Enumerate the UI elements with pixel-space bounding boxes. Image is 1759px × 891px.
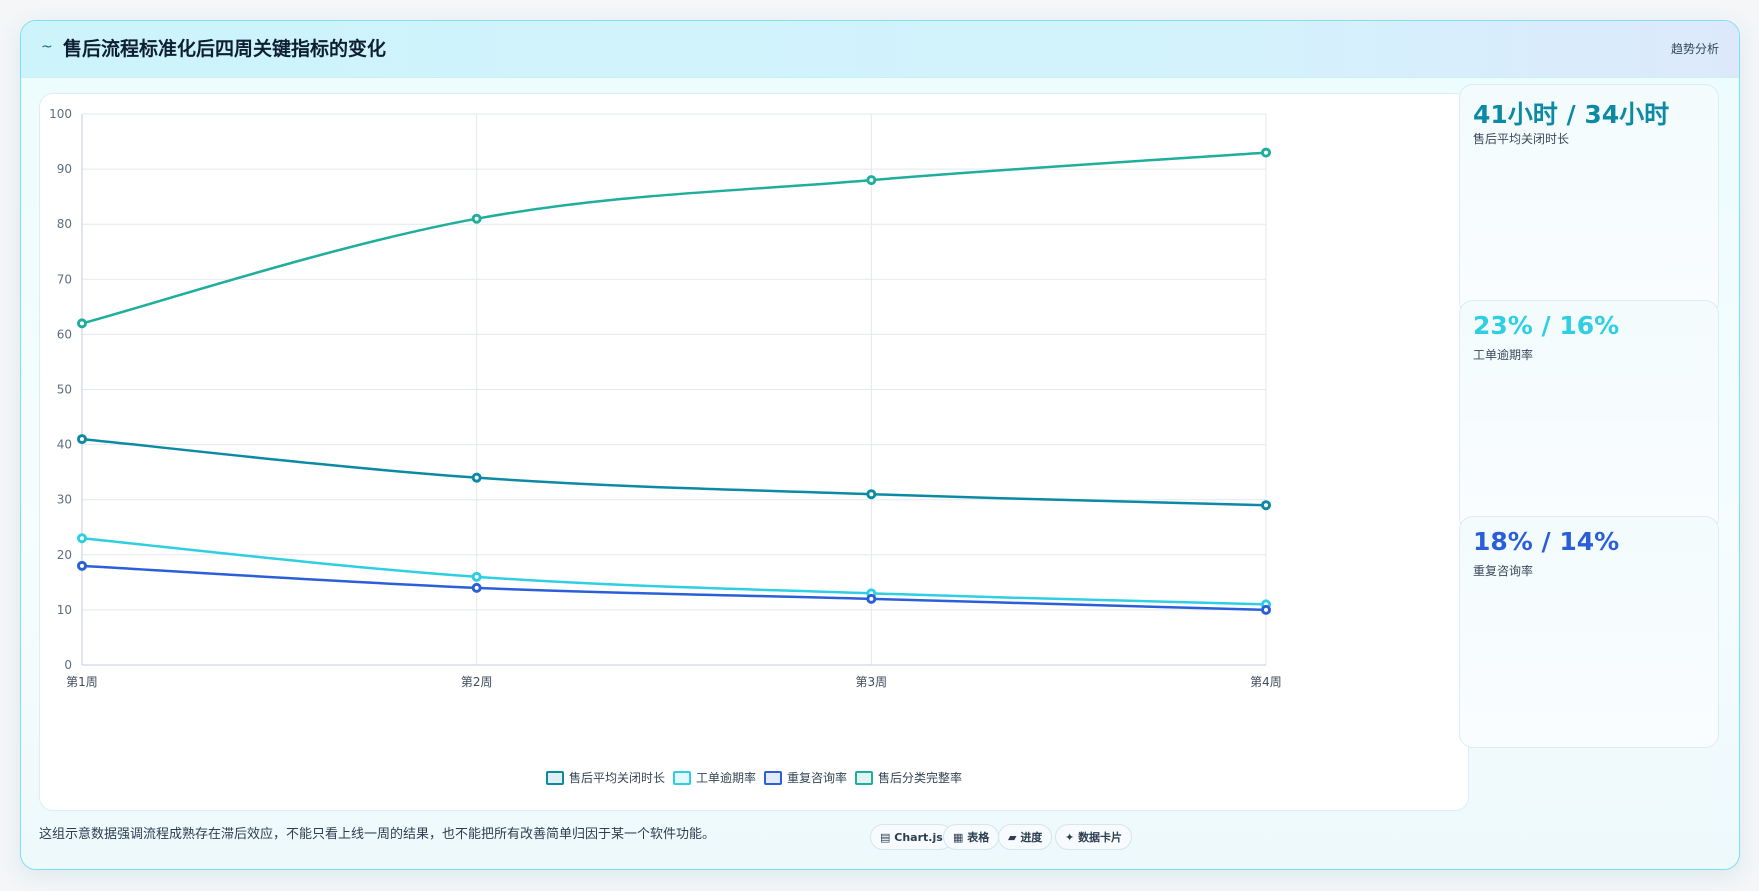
chip-data-card[interactable]: ✦ 数据卡片 (1055, 824, 1133, 850)
data-point (77, 318, 87, 329)
x-tick-label: 第4周 (1250, 675, 1282, 689)
legend-swatch (672, 771, 691, 785)
legend-item[interactable]: 工单逾期率 (672, 769, 756, 786)
y-tick-label: 30 (57, 493, 72, 507)
data-point (1261, 147, 1271, 158)
kpi-label: 售后平均关闭时长 (1473, 132, 1570, 146)
kpi-label: 重复咨询率 (1473, 564, 1534, 578)
y-tick-label: 40 (57, 438, 72, 452)
line-chart: 0 10 20 30 40 50 60 70 80 90 100 第1周 第2周 第3周 第4周 (49, 107, 1282, 689)
series-line (81, 151, 1267, 325)
data-point (1261, 500, 1271, 511)
series-line (81, 537, 1267, 606)
kpi-label: 工单逾期率 (1473, 348, 1534, 362)
y-tick-label: 60 (57, 327, 72, 341)
y-tick-label: 20 (57, 548, 72, 562)
x-tick-label: 第1周 (66, 675, 98, 689)
legend-label: 重复咨询率 (787, 771, 848, 785)
chip-table[interactable]: ▦ 表格 (943, 824, 1000, 850)
y-tick-label: 0 (64, 658, 72, 672)
kpi-value: 23% / 16% (1473, 311, 1620, 340)
trend-icon: ~ (41, 39, 53, 55)
chart-legend: 售后平均关闭时长 工单逾期率 重复咨询率 售后分类完整率 (40, 769, 1468, 786)
chip-label: 表格 (967, 831, 990, 844)
data-point (866, 593, 877, 604)
series-line (81, 564, 1267, 612)
chip-label: 进度 (1020, 831, 1043, 844)
data-point (471, 213, 482, 224)
data-point (77, 560, 87, 571)
legend-label: 售后平均关闭时长 (568, 771, 665, 785)
y-tick-label: 10 (57, 603, 72, 617)
dashboard-card: ~ 售后流程标准化后四周关键指标的变化 趋势分析 0 10 20 30 40 50 60 70… (20, 20, 1740, 870)
y-tick-label: 70 (57, 272, 72, 286)
legend-item[interactable]: 售后平均关闭时长 (545, 769, 665, 786)
series-line (81, 437, 1267, 507)
legend-label: 工单逾期率 (695, 771, 756, 785)
kpi-value: 41小时 / 34小时 (1473, 100, 1670, 129)
footnote: 这组示意数据强调流程成熟存在滞后效应，不能只看上线一周的结果，也不能把所有改善简… (39, 827, 716, 842)
chip-label: Chart.js (894, 831, 943, 844)
data-point (471, 571, 482, 582)
card-header: ~ 售后流程标准化后四周关键指标的变化 趋势分析 (21, 21, 1739, 78)
data-point (1261, 604, 1271, 615)
data-point (866, 489, 877, 500)
legend-label: 售后分类完整率 (878, 771, 963, 785)
data-point (471, 582, 482, 593)
x-tick-label: 第2周 (461, 675, 493, 689)
legend-swatch (764, 771, 782, 785)
y-tick-label: 90 (57, 162, 72, 176)
kpi-card-repeat-inquiry: 18% / 14% 重复咨询率 (1459, 516, 1719, 748)
data-card-icon: ✦ (1065, 831, 1075, 844)
progress-icon: ▰ (1008, 831, 1017, 844)
kpi-card-overdue-rate: 23% / 16% 工单逾期率 (1459, 300, 1719, 532)
y-tick-label: 50 (57, 383, 72, 397)
chip-chartjs[interactable]: ▤ Chart.js (870, 824, 953, 850)
data-point (866, 175, 877, 186)
legend-item[interactable]: 售后分类完整率 (855, 769, 962, 786)
data-point (471, 472, 482, 483)
chip-progress[interactable]: ▰ 进度 (998, 824, 1053, 850)
analysis-badge: 趋势分析 (1670, 42, 1719, 56)
legend-item[interactable]: 重复咨询率 (764, 769, 847, 786)
kpi-card-close-time: 41小时 / 34小时 售后平均关闭时长 (1459, 84, 1719, 316)
chart-panel: 0 10 20 30 40 50 60 70 80 90 100 第1周 第2周 第3周 第4周 售后平均关… (39, 93, 1469, 811)
y-tick-label: 100 (49, 107, 72, 121)
kpi-value: 18% / 14% (1473, 527, 1620, 556)
chart-icon: ▤ (880, 831, 891, 844)
legend-swatch (545, 771, 564, 785)
chip-label: 数据卡片 (1078, 831, 1123, 844)
page-title: 售后流程标准化后四周关键指标的变化 (63, 38, 387, 60)
data-point (77, 434, 87, 445)
table-icon: ▦ (953, 831, 964, 844)
x-tick-label: 第3周 (856, 675, 888, 689)
y-tick-label: 80 (57, 217, 72, 231)
legend-swatch (855, 771, 874, 785)
data-point (77, 533, 87, 544)
